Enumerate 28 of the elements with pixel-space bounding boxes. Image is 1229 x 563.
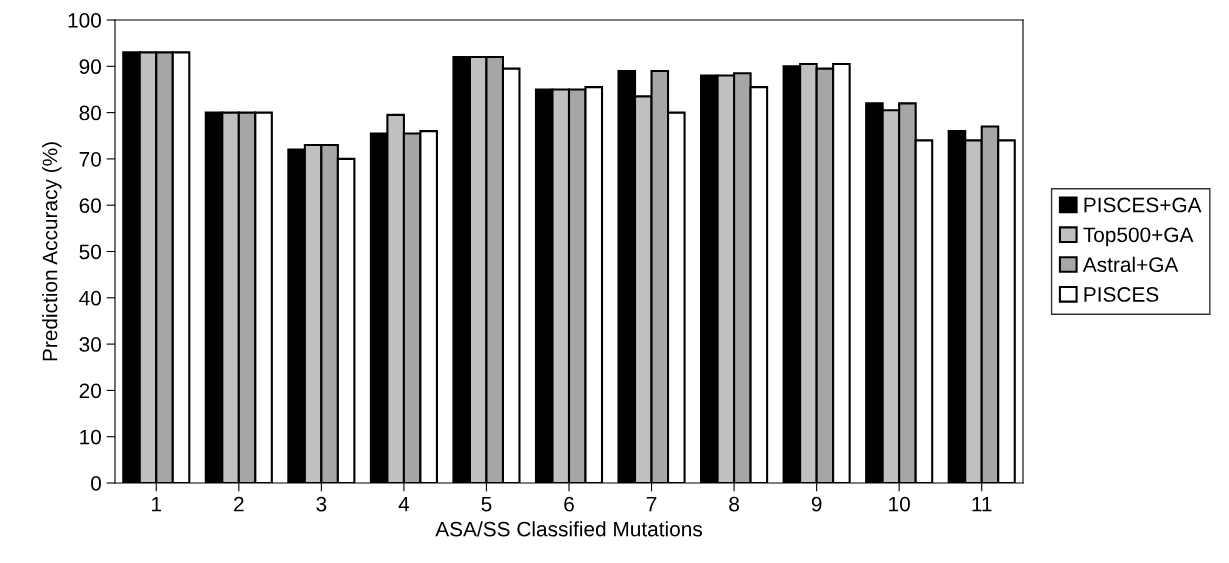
y-tick-label: 20 xyxy=(79,383,101,399)
legend-label: PISCES+GA xyxy=(1084,197,1202,213)
y-tick-label: 100 xyxy=(68,13,101,28)
x-tick-label: 11 xyxy=(972,496,992,512)
y-tick-label: 90 xyxy=(79,59,101,75)
legend-label: Top500+GA xyxy=(1083,227,1194,247)
x-tick-label: 5 xyxy=(481,496,492,512)
y-tick-label: 10 xyxy=(80,429,101,445)
y-axis-title: Prediction Accuracy (%) xyxy=(42,142,62,361)
legend-label: Astral+GA xyxy=(1082,256,1179,273)
y-tick-label: 60 xyxy=(79,198,101,213)
y-tick-label: 80 xyxy=(79,105,101,121)
x-tick-label: 7 xyxy=(646,496,657,512)
x-tick-label: 8 xyxy=(729,496,739,512)
x-tick-label: 2 xyxy=(234,496,244,512)
y-tick-label: 0 xyxy=(91,476,101,491)
x-axis-title: ASA/SS Classified Mutations xyxy=(435,521,702,537)
y-tick-label: 30 xyxy=(79,337,101,352)
x-tick-label: 3 xyxy=(316,496,327,512)
x-tick-label: 4 xyxy=(398,496,410,512)
y-tick-label: 50 xyxy=(79,244,101,260)
y-tick-label: 70 xyxy=(79,151,101,167)
x-tick-label: 1 xyxy=(152,496,162,512)
legend-label: PISCES xyxy=(1084,287,1159,302)
y-tick-label: 40 xyxy=(79,290,101,306)
x-tick-label: 6 xyxy=(564,496,574,512)
x-tick-label: 10 xyxy=(889,496,910,512)
x-tick-label: 9 xyxy=(811,496,822,512)
